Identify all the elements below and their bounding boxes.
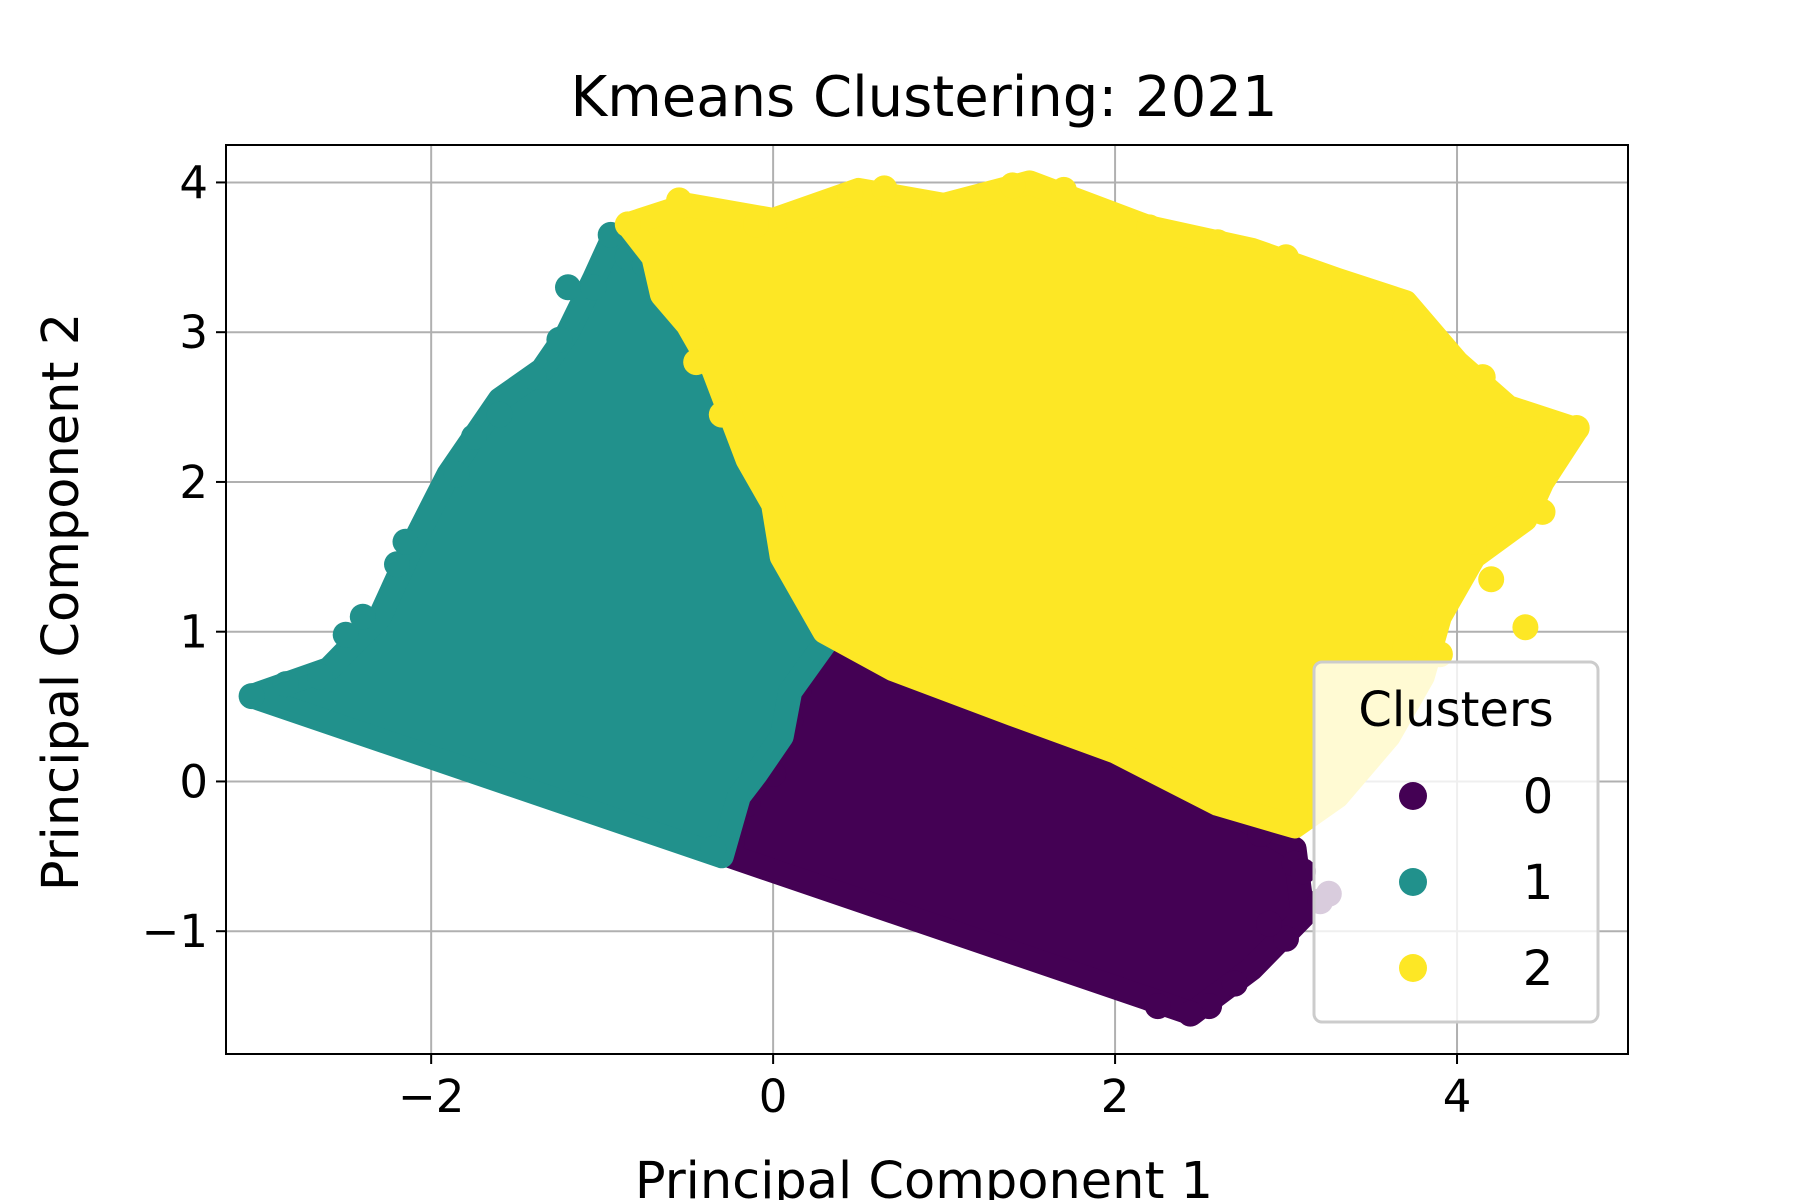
cluster-2-point xyxy=(1486,476,1513,503)
x-tick-label: −2 xyxy=(398,1070,464,1123)
cluster-2-point xyxy=(1136,214,1163,241)
cluster-2-point xyxy=(1409,603,1436,630)
y-tick-label: 2 xyxy=(179,456,208,509)
cluster-2-point xyxy=(1392,633,1419,660)
legend-marker xyxy=(1399,782,1427,810)
cluster-2-point xyxy=(837,181,864,208)
legend-label: 1 xyxy=(1523,855,1554,911)
cluster-2-point xyxy=(1512,614,1539,641)
cluster-2-point xyxy=(785,206,812,233)
x-tick-label: 4 xyxy=(1443,1070,1472,1123)
cluster-2-point xyxy=(743,211,769,238)
cluster-2-point xyxy=(666,187,693,214)
cluster-2-point xyxy=(931,199,958,226)
cluster-0-point xyxy=(1221,970,1248,997)
cluster-2-point xyxy=(1050,176,1077,203)
cluster-1-point xyxy=(307,663,333,690)
cluster-1-point xyxy=(349,603,376,630)
cluster-1-point xyxy=(238,683,265,710)
plot-frame xyxy=(225,144,1629,1055)
legend-box xyxy=(1312,660,1600,1024)
legend-marker xyxy=(1399,954,1427,982)
y-tick-label: −1 xyxy=(142,905,208,958)
plot-data xyxy=(238,170,1590,1027)
cluster-2-point xyxy=(1281,798,1308,825)
legend-label: 0 xyxy=(1523,769,1554,825)
cluster-1-point xyxy=(460,424,487,450)
y-axis-label: Principal Component 2 xyxy=(32,313,91,891)
legend-label: 2 xyxy=(1523,941,1554,997)
x-tick-label: 2 xyxy=(1101,1070,1130,1123)
y-tick-label: 1 xyxy=(179,606,208,659)
cluster-2-point xyxy=(683,349,710,376)
cluster-1-point xyxy=(443,461,470,488)
cluster-2-point xyxy=(1563,415,1590,441)
x-tick-label: 0 xyxy=(759,1070,788,1123)
cluster-1-point xyxy=(272,671,299,698)
chart-title: Kmeans Clustering: 2021 xyxy=(570,65,1277,130)
cluster-1-point xyxy=(546,326,573,353)
legend-entry: 1 xyxy=(1399,855,1553,911)
cluster-0-point xyxy=(1177,1000,1204,1027)
y-tick-label: 4 xyxy=(179,156,208,209)
cluster-2-point xyxy=(1341,274,1368,301)
cluster-0-point xyxy=(1256,910,1282,937)
x-axis-label: Principal Component 1 xyxy=(635,1152,1213,1200)
cluster-1-point xyxy=(555,274,581,301)
y-tick-label: 3 xyxy=(179,306,208,359)
cluster-2-point xyxy=(1392,304,1419,331)
cluster-2-point xyxy=(999,172,1026,199)
legend-title: Clusters xyxy=(1358,682,1553,738)
cluster-1-point xyxy=(392,528,419,555)
cluster-2-point xyxy=(1521,416,1547,443)
y-tick-label: 0 xyxy=(179,755,208,808)
legend: Clusters 0 1 2 xyxy=(1312,660,1600,1024)
cluster-2-point xyxy=(1273,244,1299,271)
legend-marker xyxy=(1399,868,1427,896)
cluster-2-point xyxy=(708,401,735,428)
cluster-2-point xyxy=(1529,498,1556,525)
legend-entry: 2 xyxy=(1399,941,1553,997)
cluster-2-point xyxy=(1478,566,1505,593)
cluster-1-point xyxy=(384,551,410,578)
cluster-1-point xyxy=(700,835,727,862)
cluster-2-point xyxy=(1461,528,1488,555)
cluster-1-point xyxy=(332,621,359,648)
cluster-0-point xyxy=(1273,925,1299,952)
cluster-0-point xyxy=(1144,993,1171,1020)
cluster-2-point xyxy=(1469,364,1496,391)
axis-ticks: −2 0 2 4 −1 0 1 2 3 4 xyxy=(142,156,1472,1123)
legend-entry: 0 xyxy=(1399,769,1553,825)
cluster-1-point xyxy=(520,364,547,391)
cluster-1-point xyxy=(580,274,607,301)
cluster-2-point xyxy=(1204,229,1231,256)
cluster-2-point xyxy=(1426,334,1453,361)
cluster-1-point xyxy=(486,401,513,428)
cluster-0-point xyxy=(1290,858,1317,885)
cluster-2-point xyxy=(614,211,641,238)
cluster-2-point xyxy=(871,175,898,202)
cluster-2-point xyxy=(1495,401,1522,428)
